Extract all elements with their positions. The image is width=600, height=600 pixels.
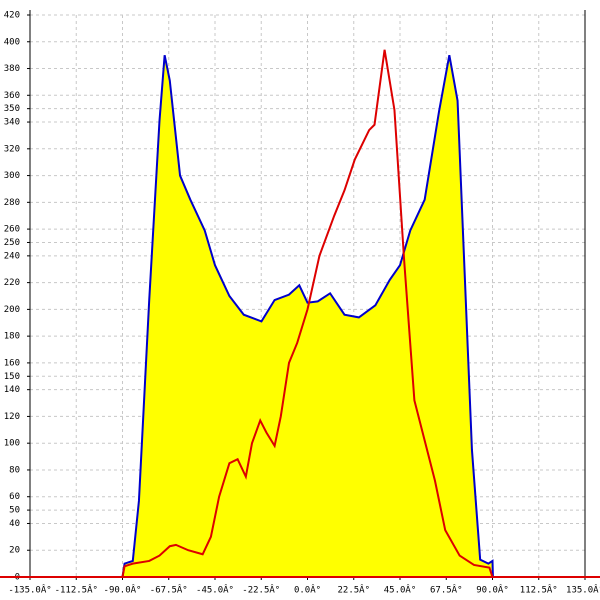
x-tick-label: -22.5Â° bbox=[242, 584, 280, 596]
x-tick-label: -67.5Â° bbox=[150, 584, 188, 596]
x-tick-label: 90.0Â° bbox=[476, 584, 509, 596]
x-tick-label: 67.5Â° bbox=[430, 584, 463, 596]
y-tick-label: 220 bbox=[4, 278, 20, 288]
y-tick-label: 300 bbox=[4, 171, 20, 181]
y-tick-label: 60 bbox=[9, 492, 20, 502]
y-tick-label: 100 bbox=[4, 439, 20, 449]
x-tick-label: -90.0Â° bbox=[104, 584, 142, 596]
y-tick-label: 350 bbox=[4, 104, 20, 114]
y-tick-label: 240 bbox=[4, 251, 20, 261]
line bbox=[121, 54, 494, 578]
y-tick-label: 420 bbox=[4, 11, 20, 21]
y-tick-label: 180 bbox=[4, 332, 20, 342]
y-tick-label: 160 bbox=[4, 358, 20, 368]
x-tick-label: 112.5Â° bbox=[520, 584, 558, 596]
y-tick-label: 380 bbox=[4, 64, 20, 74]
x-tick-label: 135.0Â° bbox=[566, 584, 600, 596]
y-tick-label: 360 bbox=[4, 91, 20, 101]
y-tick-label: 20 bbox=[9, 546, 20, 556]
y-tick-label: 80 bbox=[9, 465, 20, 475]
y-tick-label: 250 bbox=[4, 238, 20, 248]
line bbox=[121, 49, 494, 578]
y-tick-label: 150 bbox=[4, 372, 20, 382]
y-tick-label: 120 bbox=[4, 412, 20, 422]
x-tick-label: -112.5Â° bbox=[55, 584, 98, 596]
y-tick-label: 280 bbox=[4, 198, 20, 208]
y-tick-label: 40 bbox=[9, 519, 20, 529]
x-tick-label: 45.0Â° bbox=[384, 584, 417, 596]
x-tick-label: 0.0Â° bbox=[294, 584, 321, 596]
y-tick-label: 340 bbox=[4, 118, 20, 128]
y-tick-label: 200 bbox=[4, 305, 20, 315]
y-tick-label: 260 bbox=[4, 225, 20, 235]
x-tick-label: 22.5Â° bbox=[337, 584, 370, 596]
y-tick-label: 50 bbox=[9, 506, 20, 516]
x-tick-label: -135.0Â° bbox=[8, 584, 51, 596]
y-tick-label: 320 bbox=[4, 144, 20, 154]
y-tick-label: 400 bbox=[4, 37, 20, 47]
x-tick-label: -45.0Â° bbox=[196, 584, 234, 596]
y-tick-label: 140 bbox=[4, 385, 20, 395]
area-fill bbox=[122, 55, 493, 577]
